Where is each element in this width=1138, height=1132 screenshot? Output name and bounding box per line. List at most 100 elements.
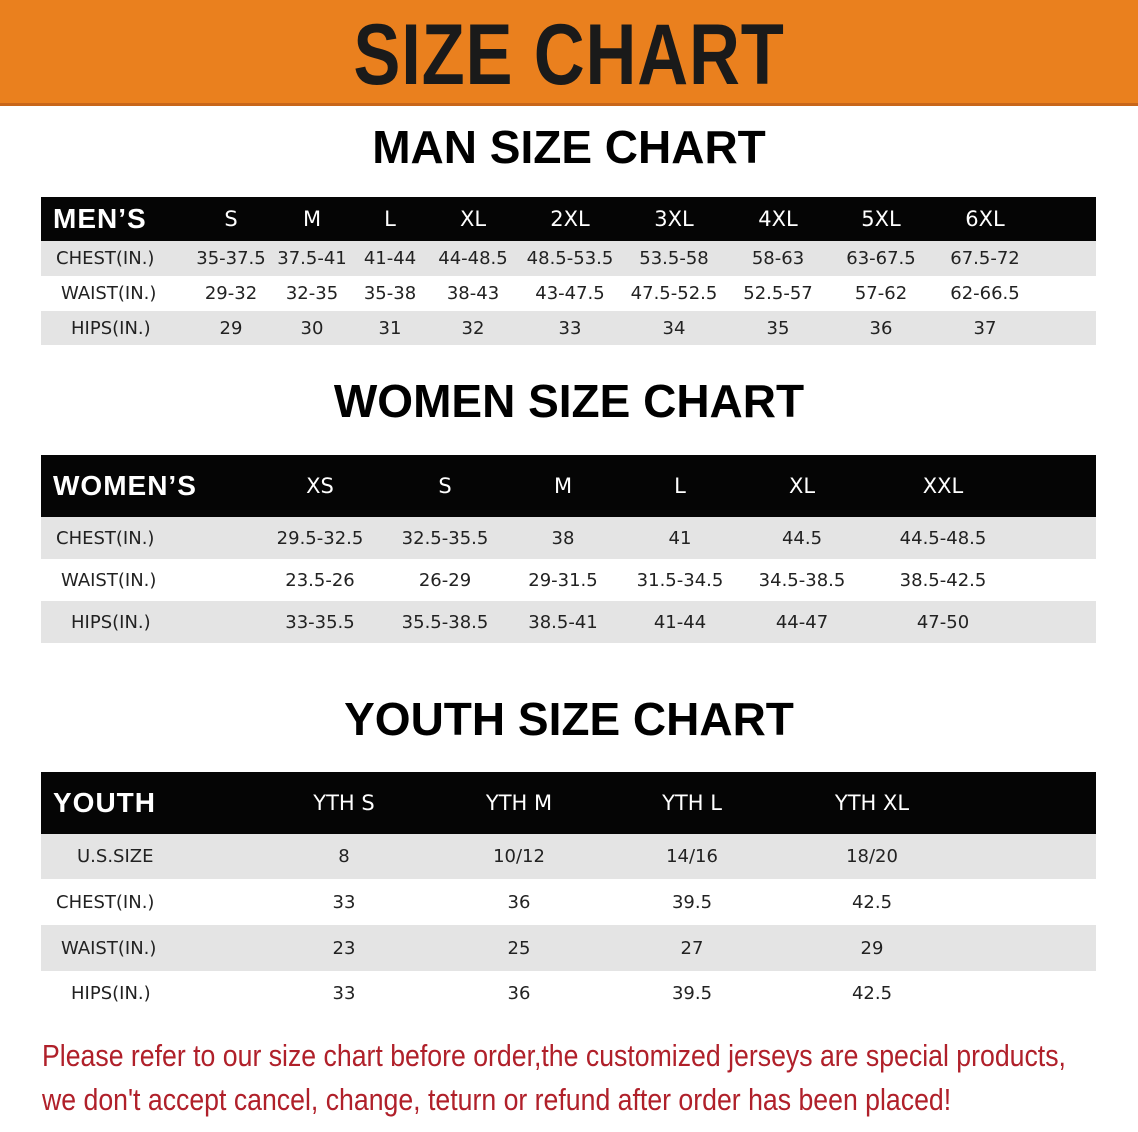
table-cell: 10/12 [493, 846, 545, 867]
table-cell: 29-32 [204, 283, 258, 304]
size-header-l: L [674, 474, 686, 498]
table-cell: 29.5-32.5 [276, 527, 364, 549]
row-label: HIPS(IN.) [71, 611, 151, 633]
table-cell: 47.5-52.5 [630, 283, 718, 304]
women-section-title: WOMEN SIZE CHART [333, 375, 805, 427]
table-cell: 33 [558, 317, 582, 339]
table-cell: 33 [332, 983, 356, 1004]
table-row-hips-in: HIPS(IN.) 29 30 31 32 33 34 35 36 37 [41, 311, 1096, 345]
size-header-5xl: 5XL [861, 207, 901, 231]
table-cell: 41-44 [653, 611, 707, 633]
table-cell: 41 [668, 527, 692, 549]
table-cell: 31 [378, 317, 402, 339]
size-header-yth-xl: YTH XL [834, 791, 910, 815]
notice-line-1: Please refer to our size chart before or… [42, 1038, 1066, 1073]
men-section-title: MAN SIZE CHART [372, 121, 766, 173]
size-header-6xl: 6XL [965, 207, 1005, 231]
table-row-hips-in: HIPS(IN.) 33-35.5 35.5-38.5 38.5-41 41-44 44-… [41, 601, 1096, 643]
notice-line-2: we don't accept cancel, change, teturn o… [42, 1082, 952, 1117]
table-cell: 14/16 [666, 846, 718, 867]
table-cell: 35-38 [363, 283, 417, 304]
table-cell: 47-50 [916, 611, 970, 633]
table-cell: 25 [507, 937, 531, 959]
row-label: WAIST(IN.) [61, 937, 157, 959]
table-cell: 18/20 [846, 846, 898, 867]
table-cell: 32.5-35.5 [401, 527, 489, 549]
table-row-waist-in: WAIST(IN.) 23.5-26 26-29 29-31.5 31.5-34.5 34… [41, 559, 1096, 601]
row-label: U.S.SIZE [77, 846, 154, 867]
table-cell: 33-35.5 [285, 611, 355, 633]
size-header-yth-l: YTH L [662, 791, 722, 815]
table-cell: 8 [338, 846, 350, 867]
women-size-table: WOMEN’S XS S M L XL XXL CHEST(IN.) 29.5-32.5 32.5… [41, 455, 1096, 643]
size-header-3xl: 3XL [654, 207, 694, 231]
table-cell: 34 [662, 317, 686, 339]
table-cell: 38.5-41 [528, 611, 598, 633]
size-header-yth-s: YTH S [313, 791, 375, 815]
table-row-chest-in: CHEST(IN.) 35-37.5 37.5-41 41-44 44-48.5 48.5… [41, 241, 1096, 276]
table-cell: 43-47.5 [535, 283, 605, 304]
table-row-chest-in: CHEST(IN.) 29.5-32.5 32.5-35.5 38 41 44.5 44.5… [41, 517, 1096, 559]
table-cell: 63-67.5 [846, 248, 916, 269]
table-cell: 38 [551, 527, 575, 549]
table-cell: 37.5-41 [277, 248, 347, 269]
row-label: WAIST(IN.) [61, 569, 157, 591]
table-header-label: WOMEN’S [53, 470, 197, 501]
table-cell: 36 [507, 891, 531, 913]
table-cell: 53.5-58 [639, 248, 709, 269]
row-label: HIPS(IN.) [71, 983, 151, 1004]
banner-title: SIZE CHART [353, 7, 785, 103]
table-cell: 48.5-53.5 [526, 248, 614, 269]
table-cell: 44.5 [781, 527, 823, 549]
size-header-s: S [224, 207, 238, 231]
youth-section-title: YOUTH SIZE CHART [344, 693, 794, 745]
size-header-l: L [384, 207, 396, 231]
banner: SIZE CHART [0, 0, 1138, 106]
table-cell: 67.5-72 [950, 248, 1020, 269]
table-cell: 44-48.5 [438, 248, 508, 269]
table-header-label: MEN’S [53, 203, 147, 234]
table-cell: 44.5-48.5 [899, 527, 987, 549]
table-cell: 58-63 [751, 248, 805, 269]
header-row: WOMEN’S XS S M L XL XXL [41, 455, 1096, 517]
table-cell: 44-47 [775, 611, 829, 633]
size-header-xs: XS [306, 474, 334, 498]
table-row-hips-in: HIPS(IN.) 33 36 39.5 42.5 [41, 971, 1096, 1016]
row-label: CHEST(IN.) [56, 527, 155, 549]
table-header-label: YOUTH [53, 787, 156, 818]
table-cell: 23 [332, 937, 356, 959]
table-cell: 35.5-38.5 [401, 611, 489, 633]
table-cell: 39.5 [671, 983, 713, 1004]
header-row: YOUTH YTH S YTH M YTH L YTH XL [41, 772, 1096, 834]
table-cell: 29 [860, 937, 884, 959]
size-header-2xl: 2XL [550, 207, 590, 231]
table-cell: 27 [680, 937, 704, 959]
table-cell: 37 [973, 317, 997, 339]
table-cell: 33 [332, 891, 356, 913]
header-row: MEN’S S M L XL 2XL 3XL 4XL 5XL 6XL [41, 197, 1096, 241]
size-header-xl: XL [459, 207, 487, 231]
row-label: WAIST(IN.) [61, 283, 157, 304]
table-cell: 26-29 [418, 569, 472, 591]
size-header-4xl: 4XL [758, 207, 798, 231]
table-cell: 29 [219, 317, 243, 339]
table-cell: 36 [869, 317, 893, 339]
table-cell: 42.5 [851, 983, 893, 1004]
size-header-m: M [302, 207, 322, 231]
table-cell: 30 [300, 317, 324, 339]
table-cell: 57-62 [854, 283, 908, 304]
size-header-yth-m: YTH M [485, 791, 553, 815]
table-cell: 62-66.5 [950, 283, 1020, 304]
size-header-xxl: XXL [922, 474, 964, 498]
size-header-m: M [553, 474, 573, 498]
table-cell: 29-31.5 [528, 569, 598, 591]
table-cell: 35 [766, 317, 790, 339]
table-cell: 38.5-42.5 [899, 569, 987, 591]
table-cell: 39.5 [671, 891, 713, 913]
row-label: HIPS(IN.) [71, 317, 151, 339]
table-cell: 41-44 [363, 248, 417, 269]
table-cell: 31.5-34.5 [636, 569, 724, 591]
table-row-waist-in: WAIST(IN.) 23 25 27 29 [41, 925, 1096, 971]
table-cell: 36 [507, 983, 531, 1004]
table-row-waist-in: WAIST(IN.) 29-32 32-35 35-38 38-43 43-47.5 47.… [41, 276, 1096, 311]
